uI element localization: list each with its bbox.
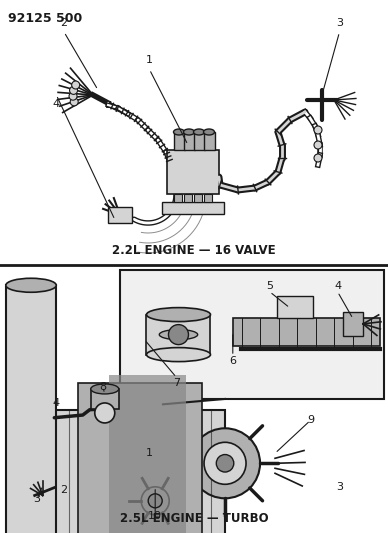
Text: 3: 3 xyxy=(33,495,40,505)
Text: 4: 4 xyxy=(53,398,60,408)
Text: 5: 5 xyxy=(266,281,273,292)
Ellipse shape xyxy=(203,129,215,135)
Bar xyxy=(173,132,185,150)
Ellipse shape xyxy=(91,384,119,394)
Bar xyxy=(184,194,192,202)
Bar xyxy=(184,132,194,150)
Text: 10: 10 xyxy=(148,511,162,521)
Text: 2: 2 xyxy=(61,18,68,28)
Ellipse shape xyxy=(194,129,204,135)
Bar xyxy=(91,389,119,409)
Text: 7: 7 xyxy=(173,378,180,388)
Bar xyxy=(54,410,225,533)
Circle shape xyxy=(141,487,169,515)
Circle shape xyxy=(216,455,234,472)
Bar xyxy=(108,207,132,223)
Circle shape xyxy=(204,442,246,484)
Text: 4: 4 xyxy=(53,99,60,109)
Circle shape xyxy=(70,98,78,106)
Ellipse shape xyxy=(147,348,210,361)
Bar xyxy=(343,312,363,336)
Bar xyxy=(203,132,215,150)
Bar xyxy=(6,285,56,533)
Bar xyxy=(194,132,204,150)
Text: 1: 1 xyxy=(146,448,153,458)
Bar xyxy=(78,383,202,533)
Circle shape xyxy=(168,325,189,345)
Circle shape xyxy=(148,494,162,508)
Text: 1: 1 xyxy=(146,55,153,65)
Text: 3: 3 xyxy=(336,18,343,28)
Circle shape xyxy=(314,154,322,162)
Circle shape xyxy=(69,92,77,100)
Circle shape xyxy=(69,86,78,94)
Bar xyxy=(174,194,182,202)
Circle shape xyxy=(314,126,322,134)
Text: 6: 6 xyxy=(229,357,236,366)
Ellipse shape xyxy=(147,308,210,321)
Ellipse shape xyxy=(6,278,56,292)
Text: 92125 500: 92125 500 xyxy=(8,12,82,25)
Text: 2.5L ENGINE — TURBO: 2.5L ENGINE — TURBO xyxy=(120,512,268,525)
Text: 2.2L ENGINE — 16 VALVE: 2.2L ENGINE — 16 VALVE xyxy=(112,244,276,257)
Bar xyxy=(162,202,224,214)
Ellipse shape xyxy=(173,129,185,135)
Ellipse shape xyxy=(184,129,194,135)
Circle shape xyxy=(95,403,115,423)
Bar xyxy=(147,314,210,354)
Bar xyxy=(194,194,202,202)
Bar xyxy=(120,270,384,399)
Ellipse shape xyxy=(159,329,197,340)
Bar xyxy=(233,318,380,346)
Text: 8: 8 xyxy=(99,382,106,392)
Text: 9: 9 xyxy=(307,415,314,425)
Circle shape xyxy=(190,429,260,498)
Circle shape xyxy=(72,81,80,89)
Circle shape xyxy=(314,141,322,149)
Text: 4: 4 xyxy=(334,281,341,292)
Text: 3: 3 xyxy=(336,482,343,492)
Bar xyxy=(167,150,219,194)
Text: 2: 2 xyxy=(61,485,68,495)
Bar xyxy=(277,296,313,318)
Bar xyxy=(204,194,212,202)
Bar xyxy=(109,375,186,533)
